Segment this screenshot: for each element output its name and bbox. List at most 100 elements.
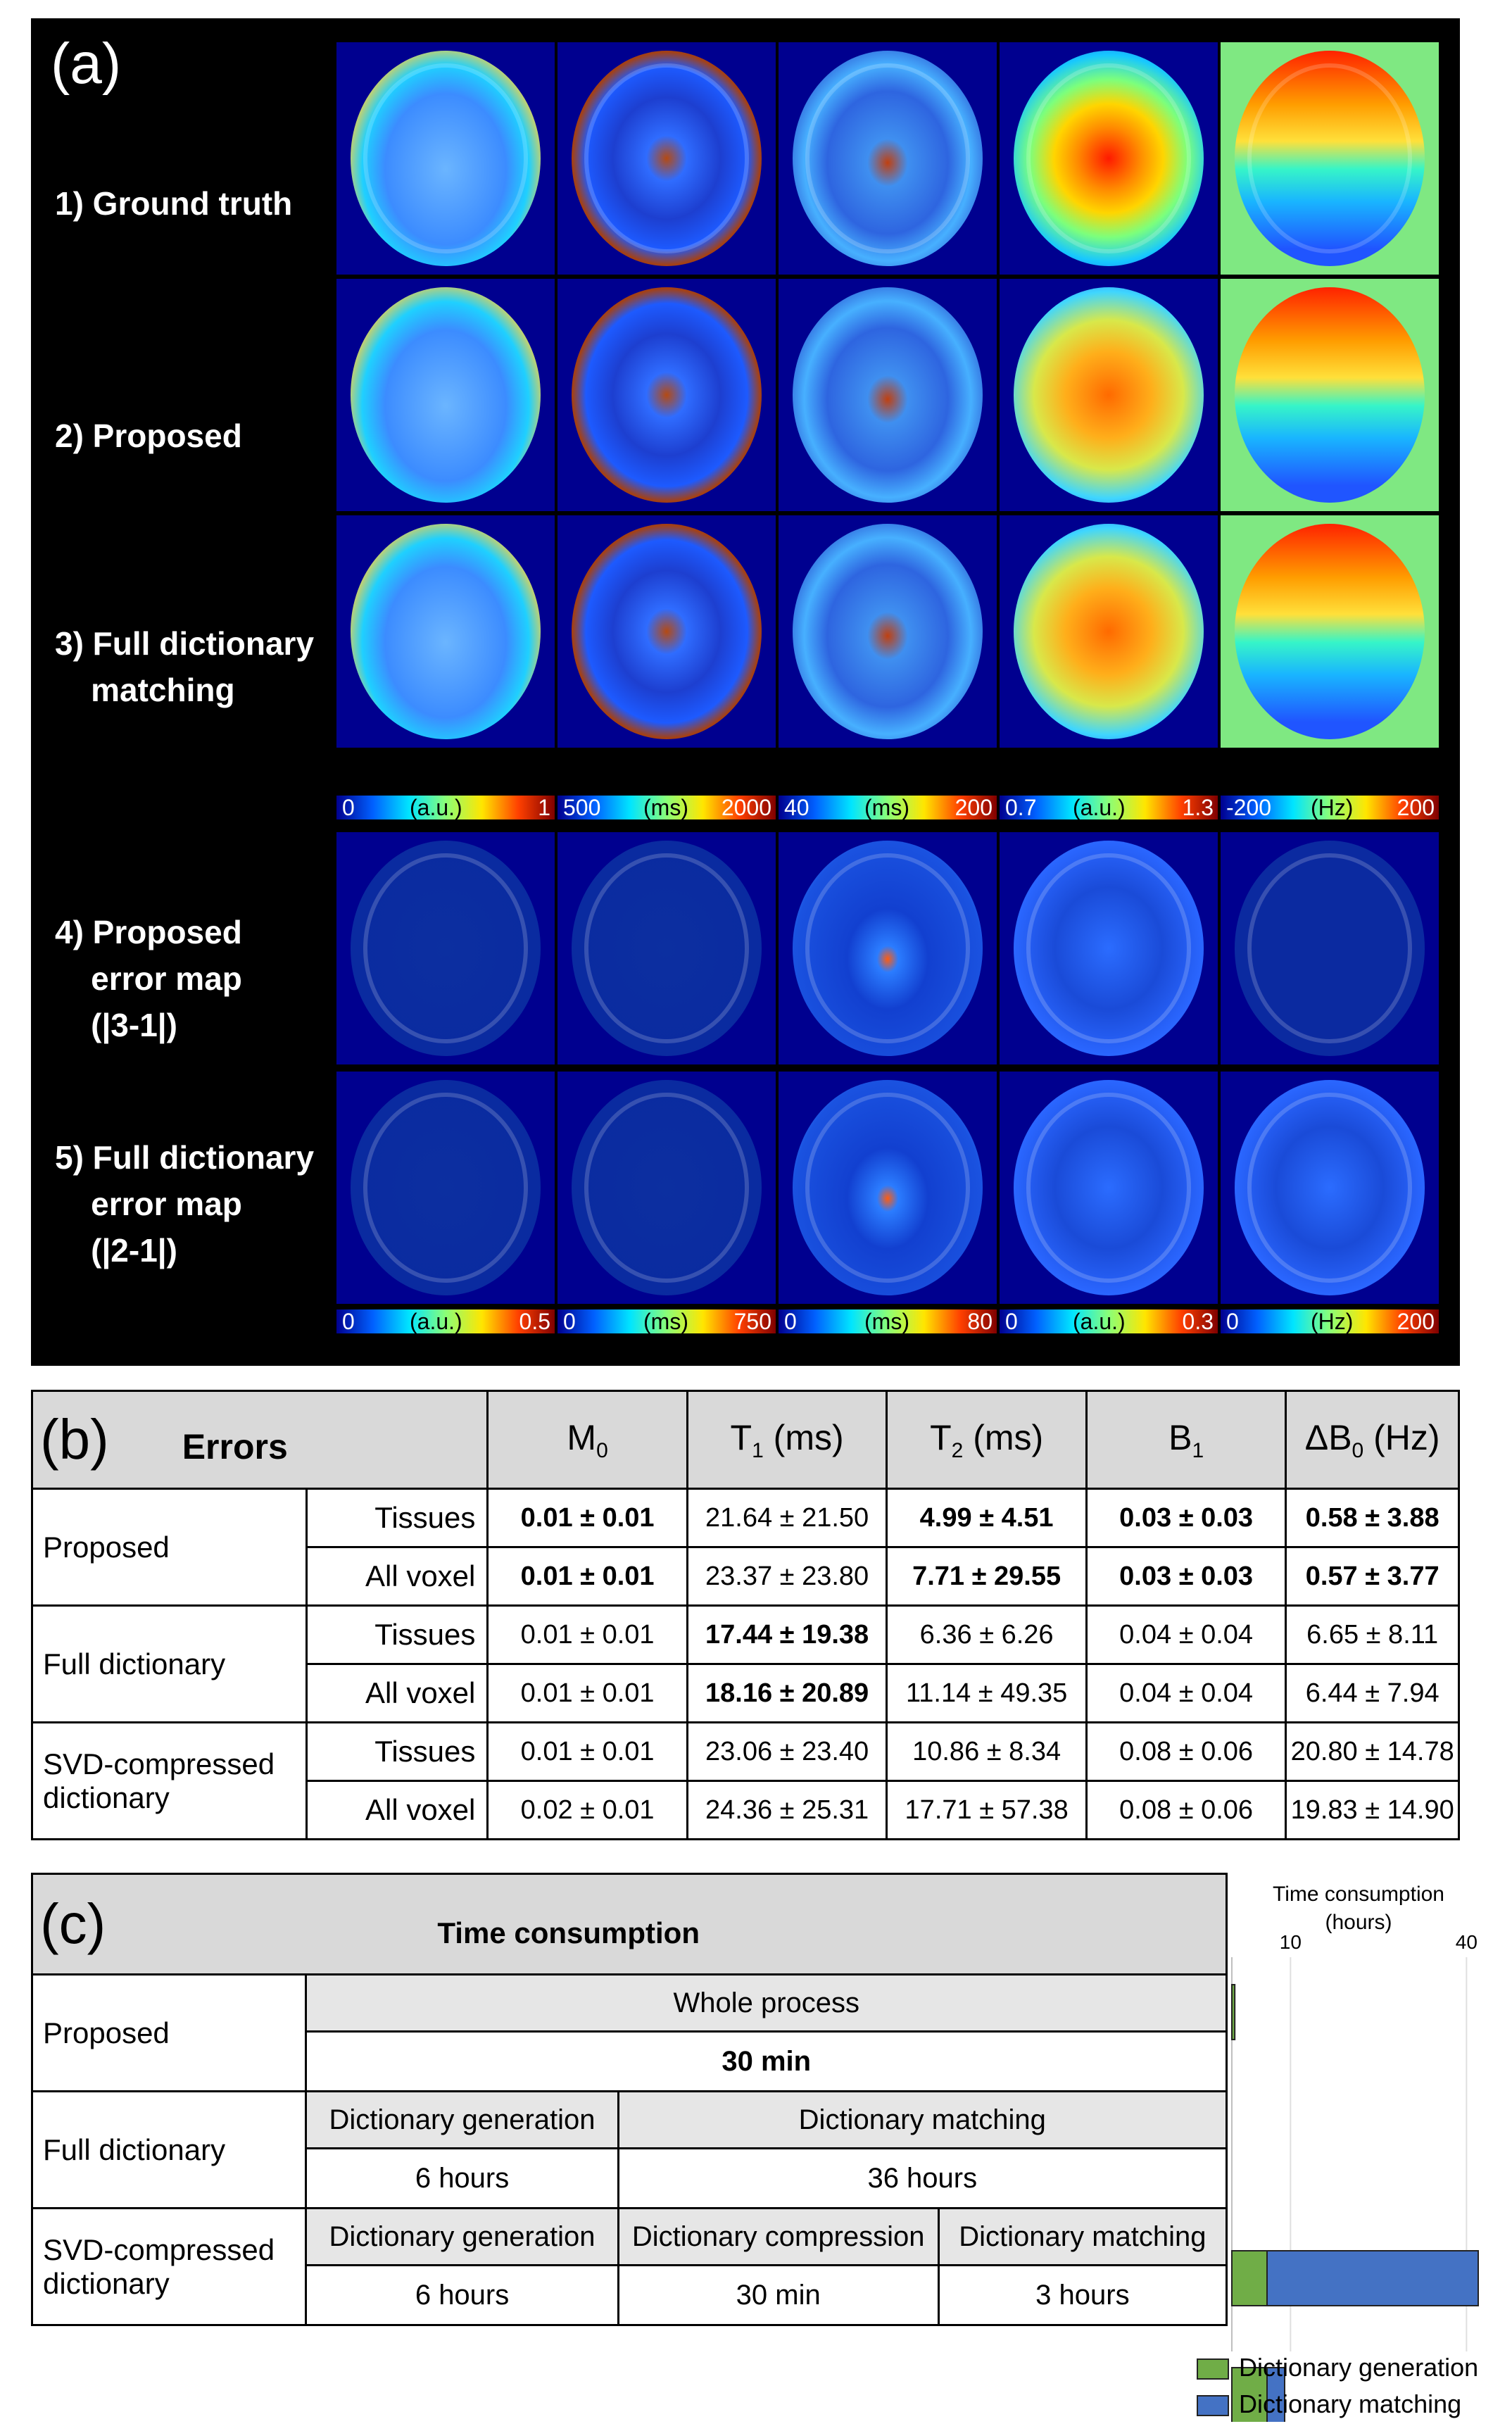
step-generation: Dictionary generation [305, 2207, 619, 2266]
legend-swatch-generation [1197, 2358, 1229, 2380]
table-cell: 0.03 ± 0.03 [1085, 1546, 1287, 1607]
table-cell: 7.71 ± 29.55 [886, 1546, 1088, 1607]
table-cell: 17.44 ± 19.38 [686, 1604, 888, 1665]
brain-slice-image [793, 841, 983, 1056]
map-full-dictionary-db0 [1221, 515, 1439, 748]
map-full-dictionary-error-m0 [336, 1072, 555, 1304]
time-value: 30 min [617, 2264, 940, 2326]
time-table: (c) Time consumption Proposed Whole proc… [30, 1873, 1228, 2326]
row-label: Tissues [305, 1488, 489, 1548]
colorbar-t1-error: 0 (ms) 750 [557, 1309, 776, 1333]
legend-swatch-matching [1197, 2395, 1229, 2417]
table-cell: 18.16 ± 20.89 [686, 1663, 888, 1723]
row-label-proposed: 2) Proposed [55, 417, 242, 454]
table-cell: 0.01 ± 0.01 [486, 1604, 688, 1665]
error-table-header: (b) Errors M0 T1 (ms) T2 (ms) B1 ΔB0 (Hz… [30, 1390, 1460, 1490]
table-cell: 6.36 ± 6.26 [886, 1604, 1088, 1665]
table-row: All voxel 0.01 ± 0.01 18.16 ± 20.89 11.1… [32, 1663, 1460, 1723]
table-row: Proposed Tissues 0.01 ± 0.01 21.64 ± 21.… [31, 1488, 1460, 1607]
brain-slice-image [793, 1080, 983, 1295]
table-cell: 24.36 ± 25.31 [686, 1780, 888, 1840]
time-value: 6 hours [305, 2147, 619, 2209]
table-cell: 0.02 ± 0.01 [486, 1780, 688, 1840]
panel-a-figure: (a) M0 T1 T2 B1 ΔB0 1) Ground truth 2) P… [31, 18, 1460, 1366]
row-label-full-dictionary: 3) Full dictionary matching [55, 625, 315, 708]
brain-slice-image [1235, 51, 1425, 266]
row-label: All voxel [305, 1546, 489, 1607]
row-label: All voxel [305, 1780, 489, 1840]
colorbar-t1: 500 (ms) 2000 [557, 796, 776, 819]
brain-slice-image [572, 51, 762, 266]
brain-slice-image [1235, 524, 1425, 739]
map-ground-truth-b1 [1000, 42, 1218, 275]
brain-slice-image [351, 51, 541, 266]
table-cell: 0.08 ± 0.06 [1085, 1721, 1287, 1782]
table-cell: 17.71 ± 57.38 [886, 1780, 1088, 1840]
table-cell: 19.83 ± 14.90 [1285, 1780, 1460, 1840]
map-proposed-db0 [1221, 279, 1439, 511]
map-full-dictionary-t1 [557, 515, 776, 748]
method-proposed: Proposed [30, 1973, 308, 2092]
table-cell: 0.57 ± 3.77 [1285, 1546, 1460, 1607]
method-proposed: Proposed [31, 1488, 308, 1607]
time-value: 6 hours [305, 2264, 619, 2326]
brain-slice-image [793, 287, 983, 503]
time-header: (c) Time consumption [31, 1873, 1228, 1975]
step-compression: Dictionary compression [617, 2207, 940, 2266]
colorbar-db0: -200 (Hz) 200 [1221, 796, 1439, 819]
col-t2: T2 (ms) [886, 1390, 1088, 1490]
brain-slice-image [572, 524, 762, 739]
table-row: All voxel 0.01 ± 0.01 23.37 ± 23.80 7.71… [32, 1546, 1460, 1607]
map-proposed-m0 [336, 279, 555, 511]
colorbar-db0-error: 0 (Hz) 200 [1221, 1309, 1439, 1333]
brain-slice-image [351, 287, 541, 503]
table-cell: 10.86 ± 8.34 [886, 1721, 1088, 1782]
chart-tick-label: 10 [1280, 1931, 1302, 1953]
method-svd-compressed: SVD-compressed dictionary [30, 2207, 308, 2326]
table-row: All voxel 0.02 ± 0.01 24.36 ± 25.31 17.7… [32, 1780, 1460, 1840]
colorbar-t2-error: 0 (ms) 80 [779, 1309, 997, 1333]
table-cell: 0.01 ± 0.01 [486, 1546, 688, 1607]
time-value: 3 hours [937, 2264, 1228, 2326]
map-proposed-b1 [1000, 279, 1218, 511]
brain-slice-image [1235, 1080, 1425, 1295]
map-full-dictionary-error-b1 [1000, 1072, 1218, 1304]
map-ground-truth-t1 [557, 42, 776, 275]
table-cell: 0.04 ± 0.04 [1085, 1663, 1287, 1723]
col-m0: M0 [486, 1390, 688, 1490]
colorbar-t2: 40 (ms) 200 [779, 796, 997, 819]
colorbar-b1-error: 0 (a.u.) 0.3 [1000, 1309, 1218, 1333]
brain-slice-image [1014, 524, 1204, 739]
map-proposed-error-db0 [1221, 832, 1439, 1064]
chart-title: Time consumption [1273, 1883, 1444, 1906]
method-svd-compressed: SVD-compressed dictionary [31, 1721, 308, 1840]
map-proposed-t1 [557, 279, 776, 511]
legend-matching: Dictionary matching [1197, 2389, 1461, 2419]
time-value: 36 hours [617, 2147, 1228, 2209]
table-cell: 23.06 ± 23.40 [686, 1721, 888, 1782]
table-cell: 11.14 ± 49.35 [886, 1663, 1088, 1723]
table-cell: 0.58 ± 3.88 [1285, 1488, 1460, 1548]
time-value: 30 min [305, 2030, 1228, 2092]
panel-c-label: (c) [40, 1892, 106, 1955]
map-ground-truth-m0 [336, 42, 555, 275]
brain-slice-image [1235, 287, 1425, 503]
bar-dictionary-generation [1231, 2367, 1268, 2422]
time-title: Time consumption [437, 1916, 700, 1949]
table-cell: 21.64 ± 21.50 [686, 1488, 888, 1548]
table-row: SVD-compressed dictionary Tissues 0.01 ±… [31, 1721, 1460, 1840]
bar-dictionary-matching [1266, 2367, 1285, 2422]
map-ground-truth-t2 [779, 42, 997, 275]
brain-slice-image [572, 287, 762, 503]
map-proposed-error-b1 [1000, 832, 1218, 1064]
row-label-ground-truth: 1) Ground truth [55, 185, 293, 222]
row-label-proposed-error: 4) Proposed error map (|3-1|) [55, 914, 242, 1043]
legend-generation: Dictionary generation [1197, 2353, 1478, 2382]
error-table: (b) Errors M0 T1 (ms) T2 (ms) B1 ΔB0 (Hz… [30, 1390, 1460, 1840]
map-full-dictionary-error-t2 [779, 1072, 997, 1304]
brain-slice-image [572, 1080, 762, 1295]
map-proposed-error-t2 [779, 832, 997, 1064]
brain-slice-image [793, 51, 983, 266]
map-full-dictionary-error-t1 [557, 1072, 776, 1304]
brain-slice-image [793, 524, 983, 739]
